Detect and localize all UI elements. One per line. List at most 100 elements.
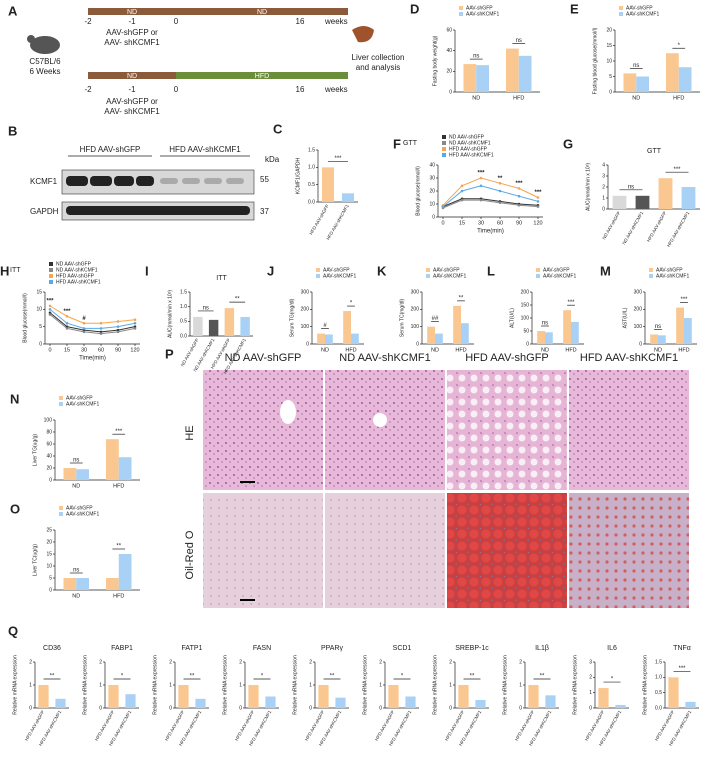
- point: [48, 304, 52, 308]
- legend-swatch: [536, 274, 540, 278]
- significance-label: ***: [63, 309, 71, 315]
- legend-label: AAV-shGFP: [323, 267, 350, 273]
- x-tick-label: 30: [478, 220, 484, 226]
- x-tick-label: HFD: [113, 483, 124, 489]
- bar: [240, 316, 250, 336]
- legend-swatch: [316, 268, 320, 272]
- point: [498, 181, 502, 185]
- line: [442, 199, 539, 209]
- legend-label: HFD AAV-shKCMF1: [56, 279, 101, 285]
- x-tick-label: 0: [48, 347, 51, 353]
- legend-label: AAV-shGFP: [66, 505, 93, 511]
- y-tick-label: 30: [429, 175, 435, 181]
- x-tick-label: ND: [632, 95, 640, 101]
- y-axis-label: Relative mRNA expression: [82, 655, 88, 715]
- significance-label: ns: [628, 184, 634, 190]
- chart: O 0 5 10 15 20 25 Liver TC(ug/g) AAV-shGFPAAV-sh…: [10, 501, 140, 599]
- y-tick-label: 60: [446, 27, 452, 33]
- y-tick-label: 0: [449, 89, 452, 95]
- y-tick-label: 2: [379, 659, 382, 665]
- bar: [676, 307, 684, 344]
- y-tick-label: 1.5: [308, 147, 315, 153]
- legend-label: HFD AAV-shGFP: [56, 273, 95, 279]
- bar: [658, 178, 673, 209]
- significance-label: *: [350, 301, 353, 307]
- point: [116, 330, 120, 334]
- y-tick-label: 10: [429, 201, 435, 207]
- chart-title: FASN: [253, 645, 271, 652]
- endpoint: and analysis: [356, 63, 400, 72]
- bar: [571, 321, 579, 344]
- chart: K 0 100 200 300 Serum TC(mg/dl) AAV-shGFPAAV-s…: [377, 263, 474, 353]
- y-tick-label: 15: [46, 551, 52, 557]
- endpoint: Liver collection: [352, 53, 405, 62]
- vessel: [373, 413, 387, 427]
- injection: AAV-shGFP or: [106, 97, 158, 106]
- significance-label: ns: [473, 54, 479, 60]
- x-axis-label: Time(min): [477, 229, 504, 235]
- point: [48, 308, 52, 311]
- unit: weeks: [324, 17, 348, 26]
- legend-swatch: [59, 506, 63, 510]
- chart-title: PPARγ: [321, 645, 344, 652]
- point: [460, 184, 464, 188]
- y-tick-label: 15: [606, 43, 612, 49]
- size-marker: 37: [260, 207, 269, 216]
- y-tick-label: 1: [589, 690, 592, 696]
- tick: 0: [174, 85, 179, 94]
- x-tick-label: ND: [654, 347, 662, 353]
- y-tick-label: 100: [634, 324, 643, 330]
- legend-label: HFD AAV-shGFP: [449, 146, 488, 152]
- panel-label: C: [273, 121, 283, 136]
- point: [82, 330, 86, 334]
- legend-swatch: [619, 12, 623, 16]
- point: [133, 321, 137, 325]
- legend-swatch: [442, 147, 446, 151]
- x-tick-label: HFD: [513, 95, 524, 101]
- bar: [106, 578, 119, 590]
- phase-label: ND: [257, 9, 267, 16]
- significance-label: ***: [680, 297, 688, 303]
- y-tick-label: 0.5: [308, 182, 315, 188]
- significance-label: *: [121, 674, 124, 680]
- bar: [322, 167, 334, 202]
- chart-title: TNFα: [673, 645, 691, 652]
- schematic: A C57BL/6 6 Weeks ND ND -2 -1 0 16 weeks…: [8, 3, 404, 116]
- mouse-icon: [30, 36, 60, 54]
- y-axis-label: Relative mRNA expression: [362, 655, 368, 715]
- significance-label: ns: [633, 63, 639, 69]
- y-tick-label: 1: [169, 682, 172, 688]
- panel-label: M: [600, 263, 611, 278]
- x-tick-label: 120: [533, 220, 542, 226]
- y-axis-label: Serum TC(mg/dl): [399, 299, 405, 338]
- bar: [317, 333, 325, 344]
- panel-label: P: [165, 346, 174, 361]
- significance-label: ns: [542, 321, 548, 327]
- line: [442, 177, 539, 206]
- bar: [388, 685, 399, 708]
- x-tick-label: HFD AAV-shGFP: [646, 211, 667, 243]
- y-tick-label: 10: [36, 307, 42, 313]
- legend-label: ND AAV-shGFP: [449, 134, 485, 140]
- chart: 0.0 0.5 1.0 1.5 Relative mRNA expression TNFα…: [642, 645, 699, 747]
- significance-label: **: [235, 297, 240, 303]
- chart: H 0 5 10 15 Blood glucose(mmol/l) Time(min) ITT…: [0, 261, 140, 362]
- x-tick-label: HFD AAV-shKCMF1: [666, 210, 691, 248]
- y-tick-label: 300: [634, 289, 643, 295]
- y-tick-label: 10: [606, 58, 612, 64]
- row-label: KCMF1: [30, 177, 58, 186]
- unit: weeks: [324, 85, 348, 94]
- significance-label: **: [459, 295, 464, 301]
- panel-label: H: [0, 263, 9, 278]
- legend-label: AAV-shKCMF1: [433, 273, 466, 279]
- legend-label: AAV-shKCMF1: [323, 273, 356, 279]
- y-tick-label: 2: [29, 659, 32, 665]
- chart-title: SCD1: [393, 645, 412, 652]
- legend-swatch: [649, 274, 653, 278]
- phase-bar: [88, 8, 176, 15]
- point: [517, 187, 521, 190]
- chart-title: FATP1: [182, 645, 203, 652]
- x-tick-label: 60: [98, 347, 104, 353]
- panel-label: E: [570, 1, 579, 16]
